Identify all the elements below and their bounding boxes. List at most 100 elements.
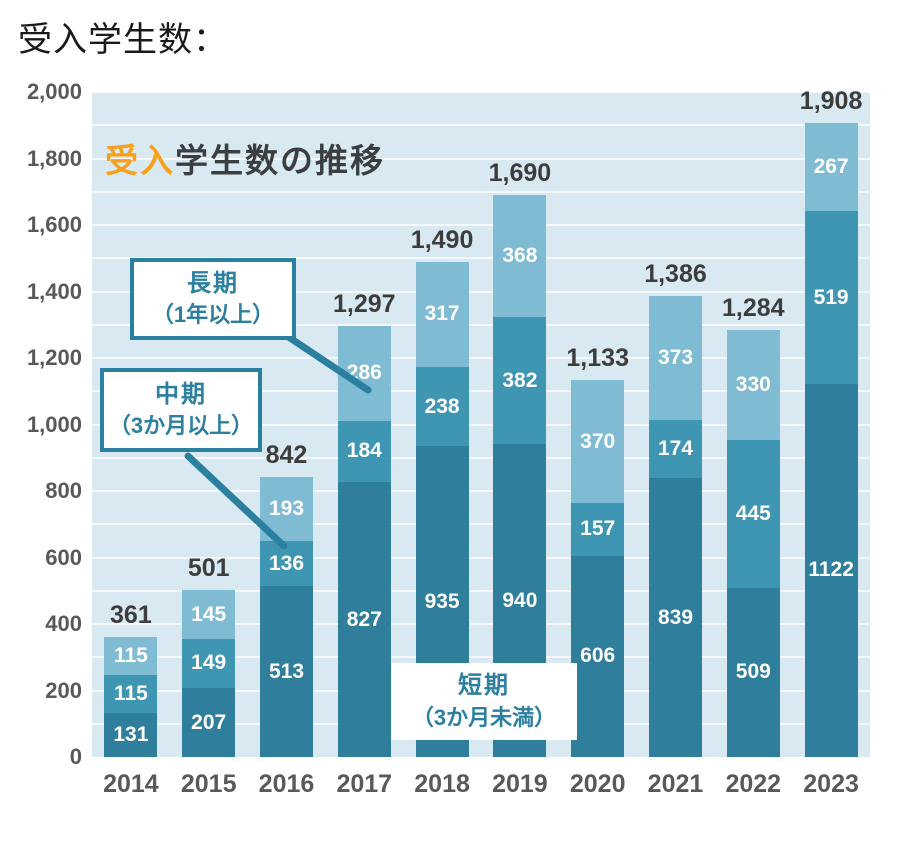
bar-segment-short-term: 513 <box>260 586 313 757</box>
bar-segment-long-term: 368 <box>493 195 547 318</box>
bar-total-label: 1,284 <box>722 294 785 323</box>
gridline <box>92 224 870 226</box>
gridline <box>92 656 870 659</box>
segment-value-label: 827 <box>346 607 382 631</box>
segment-value-label: 131 <box>113 723 149 747</box>
bar-segment-short-term: 131 <box>104 713 158 757</box>
bar-segment-mid-term: 184 <box>337 420 391 483</box>
bar-segment-mid-term: 445 <box>726 439 780 588</box>
legend-callout-mid-term-sublabel: （3か月以上） <box>108 413 254 439</box>
bar-segment-long-term: 370 <box>571 380 625 504</box>
legend-callout-short-term: 短期 （3か月未満） <box>391 663 577 740</box>
x-axis-tick-label: 2021 <box>647 770 704 798</box>
segment-value-label: 149 <box>191 651 227 675</box>
y-axis-tick-label: 2,000 <box>26 79 82 104</box>
x-axis-tick-label: 2016 <box>258 770 315 798</box>
chart-title-highlight: 受入 <box>105 142 175 179</box>
bar-total-label: 1,386 <box>644 260 707 289</box>
segment-value-label: 238 <box>424 394 460 418</box>
segment-value-label: 1122 <box>808 558 854 582</box>
bar-segment-mid-term: 238 <box>415 367 469 447</box>
gridline <box>92 390 870 393</box>
segment-value-label: 174 <box>657 437 694 461</box>
legend-callout-long-term-label: 長期 <box>187 269 239 297</box>
y-axis-tick-label: 0 <box>69 744 82 769</box>
x-axis-tick-label: 2015 <box>180 770 237 798</box>
segment-value-label: 935 <box>424 589 460 613</box>
segment-value-label: 513 <box>268 659 305 683</box>
bar-column-2017: 827 184 286 <box>337 325 391 757</box>
y-axis-tick-label: 200 <box>45 677 82 703</box>
gridline <box>92 157 870 160</box>
segment-value-label: 606 <box>580 644 616 668</box>
x-axis-tick-label: 2018 <box>414 770 470 798</box>
segment-value-label: 317 <box>424 302 460 326</box>
x-axis-tick-label: 2020 <box>569 770 626 798</box>
legend-callout-mid-term: 中期 （3か月以上） <box>100 368 262 452</box>
bar-column-2015: 207 149 145 <box>182 590 236 757</box>
y-axis-tick-label: 400 <box>45 611 82 636</box>
legend-callout-short-term-sublabel: （3か月未満） <box>411 704 557 730</box>
gridline <box>92 556 870 559</box>
bar-column-2023: 1122 519 267 <box>804 122 858 757</box>
y-axis-tick-label: 1,200 <box>26 345 82 370</box>
segment-value-label: 373 <box>657 346 694 370</box>
segment-value-label: 157 <box>580 517 616 541</box>
segment-value-label: 445 <box>735 501 771 525</box>
x-axis-tick-label: 2022 <box>725 770 782 798</box>
segment-value-label: 286 <box>346 361 382 385</box>
bar-segment-mid-term: 157 <box>571 503 625 556</box>
bar-total-label: 1,133 <box>566 344 629 373</box>
y-axis-tick-label: 1,600 <box>26 212 82 237</box>
bar-segment-short-term: 839 <box>649 478 702 757</box>
bar-segment-short-term: 509 <box>726 587 780 757</box>
gridline <box>92 456 870 459</box>
bar-segment-mid-term: 174 <box>649 420 702 479</box>
y-axis-tick-label: 1,800 <box>26 145 82 171</box>
legend-callout-long-term: 長期 （1年以上） <box>130 258 296 340</box>
gridline <box>92 190 870 193</box>
gridline <box>92 523 870 526</box>
chart-title: 受入学生数の推移 <box>105 134 385 182</box>
bar-total-label: 1,297 <box>333 289 396 318</box>
gridline <box>92 589 870 592</box>
bar-column-2016: 513 136 193 <box>260 477 313 757</box>
legend-callout-mid-term-label: 中期 <box>155 380 207 408</box>
bar-segment-short-term: 207 <box>182 688 236 757</box>
bar-column-2014: 131 115 115 <box>104 636 158 757</box>
segment-value-label: 115 <box>113 644 148 668</box>
bar-column-2020: 606 157 370 <box>571 380 625 757</box>
segment-value-label: 509 <box>735 660 771 684</box>
bar-segment-short-term: 827 <box>337 482 391 757</box>
bar-total-label: 501 <box>187 554 230 583</box>
segment-value-label: 839 <box>657 605 694 629</box>
segment-value-label: 370 <box>580 429 616 453</box>
gridline <box>92 323 870 326</box>
y-axis-tick-label: 800 <box>45 478 82 503</box>
gridline <box>92 423 870 426</box>
bar-segment-mid-term: 519 <box>804 211 858 384</box>
bar-segment-mid-term: 136 <box>260 541 313 587</box>
segment-value-label: 115 <box>113 682 148 706</box>
bar-total-label: 1,908 <box>799 86 863 115</box>
segment-value-label: 145 <box>191 602 227 626</box>
bar-segment-long-term: 330 <box>726 330 780 440</box>
gridline <box>92 257 870 260</box>
legend-callout-short-term-label: 短期 <box>458 672 510 700</box>
x-axis-tick-label: 2017 <box>336 770 393 798</box>
segment-value-label: 382 <box>502 368 538 392</box>
bar-column-2021: 839 174 373 <box>649 296 702 757</box>
chart-title-rest: 学生数の推移 <box>175 142 385 179</box>
segment-value-label: 330 <box>735 372 771 396</box>
x-axis-tick-label: 2023 <box>803 770 859 798</box>
y-axis-tick-label: 1,400 <box>26 278 82 304</box>
segment-value-label: 136 <box>268 551 305 575</box>
gridline <box>92 357 870 359</box>
gridline <box>92 290 870 293</box>
bar-total-label: 1,690 <box>488 159 552 188</box>
bar-total-label: 1,490 <box>410 225 474 254</box>
bar-segment-short-term: 1122 <box>804 383 858 757</box>
bar-segment-long-term: 145 <box>182 590 236 639</box>
gridline <box>92 623 870 625</box>
bar-segment-long-term: 193 <box>260 477 313 542</box>
